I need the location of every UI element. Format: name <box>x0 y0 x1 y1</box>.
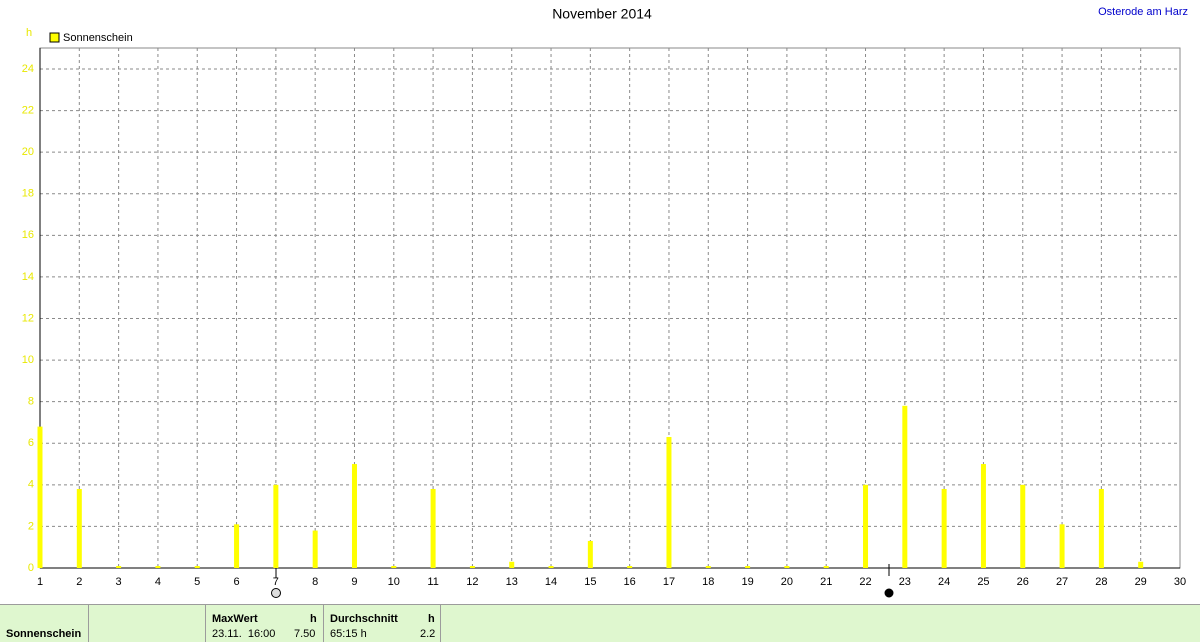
x-tick-label: 24 <box>938 576 950 588</box>
bar <box>587 540 593 568</box>
x-tick-label: 17 <box>663 576 675 588</box>
bar <box>823 566 829 568</box>
x-tick-label: 26 <box>1017 576 1029 588</box>
y-tick-label: 20 <box>22 146 34 158</box>
bar <box>312 530 318 568</box>
bar <box>666 437 672 568</box>
bar <box>469 566 475 568</box>
bar <box>391 566 397 568</box>
x-tick-label: 27 <box>1056 576 1068 588</box>
bar <box>902 405 908 568</box>
x-tick-label: 21 <box>820 576 832 588</box>
x-tick-label: 9 <box>351 576 357 588</box>
bar <box>1138 561 1144 568</box>
x-tick-label: 20 <box>781 576 793 588</box>
max-value: 7.50 <box>294 628 316 640</box>
x-tick-label: 23 <box>899 576 911 588</box>
bar <box>745 566 751 568</box>
x-tick-label: 12 <box>466 576 478 588</box>
y-tick-label: 8 <box>28 396 34 408</box>
bar <box>627 566 633 568</box>
unit: h <box>310 613 317 625</box>
new-moon-icon <box>884 588 894 598</box>
x-tick-label: 11 <box>427 576 438 588</box>
bar <box>941 488 947 568</box>
x-tick-label: 7 <box>273 576 279 588</box>
x-tick-label: 1 <box>37 576 43 588</box>
bar <box>548 566 554 568</box>
y-tick-label: 0 <box>28 562 34 574</box>
x-tick-label: 19 <box>741 576 753 588</box>
x-tick-label: 18 <box>702 576 714 588</box>
x-tick-label: 10 <box>388 576 400 588</box>
x-tick-label: 3 <box>116 576 122 588</box>
plot-area <box>39 47 1181 569</box>
bar <box>784 566 790 568</box>
y-tick-label: 10 <box>22 354 34 366</box>
chart-title: November 2014 <box>552 6 652 22</box>
bar <box>705 566 711 568</box>
bar <box>430 488 436 568</box>
bar <box>1098 488 1104 568</box>
summary-table: Sonnenschein MaxWert h 23.11. 16:00 7.50… <box>0 604 1200 642</box>
avg-value: 2.2 <box>420 628 436 640</box>
bar <box>351 464 357 568</box>
y-tick-label: 6 <box>28 437 34 449</box>
bar <box>509 561 515 568</box>
x-tick-label: 6 <box>233 576 239 588</box>
chart: November 2014 Osterode am Harz h Sonnens… <box>22 6 1188 598</box>
x-tick-label: 16 <box>624 576 636 588</box>
y-tick-label: 14 <box>22 271 34 283</box>
y-tick-label: 16 <box>22 229 34 241</box>
legend-label: Sonnenschein <box>63 32 133 44</box>
total: 65:15 h <box>330 628 367 640</box>
bar <box>116 566 122 568</box>
x-tick-label: 15 <box>584 576 596 588</box>
y-tick-label: 22 <box>22 104 34 116</box>
y-tick-label: 12 <box>22 312 34 324</box>
bar <box>863 484 869 568</box>
bar <box>980 464 986 568</box>
y-tick-label: 4 <box>28 479 34 491</box>
bar <box>273 484 279 568</box>
bar <box>194 566 200 568</box>
max-time: 23.11. 16:00 <box>212 628 276 640</box>
bar <box>1020 484 1026 568</box>
y-tick-label: 2 <box>28 520 34 532</box>
y-tick-label: 18 <box>22 188 34 200</box>
column-header: Durchschnitt <box>330 613 398 625</box>
x-tick-label: 28 <box>1095 576 1107 588</box>
row-label: Sonnenschein <box>6 628 82 640</box>
x-tick-label: 22 <box>859 576 871 588</box>
x-tick-label: 4 <box>155 576 161 588</box>
x-tick-label: 29 <box>1135 576 1147 588</box>
location: Osterode am Harz <box>1098 6 1188 18</box>
bar <box>76 488 82 568</box>
x-tick-label: 25 <box>977 576 989 588</box>
bar <box>37 426 43 568</box>
x-tick-label: 8 <box>312 576 318 588</box>
bar <box>1059 524 1065 568</box>
bar <box>234 524 240 568</box>
column-header: MaxWert <box>212 613 258 625</box>
x-tick-label: 14 <box>545 576 557 588</box>
x-tick-label: 13 <box>506 576 518 588</box>
unit: h <box>428 613 435 625</box>
y-tick-label: 24 <box>22 63 34 75</box>
full-moon-icon <box>271 588 281 598</box>
x-tick-label: 30 <box>1174 576 1186 588</box>
x-tick-label: 2 <box>76 576 82 588</box>
legend-swatch <box>49 32 60 43</box>
x-tick-label: 5 <box>194 576 200 588</box>
y-axis-label: h <box>26 27 32 39</box>
bar <box>155 566 161 568</box>
